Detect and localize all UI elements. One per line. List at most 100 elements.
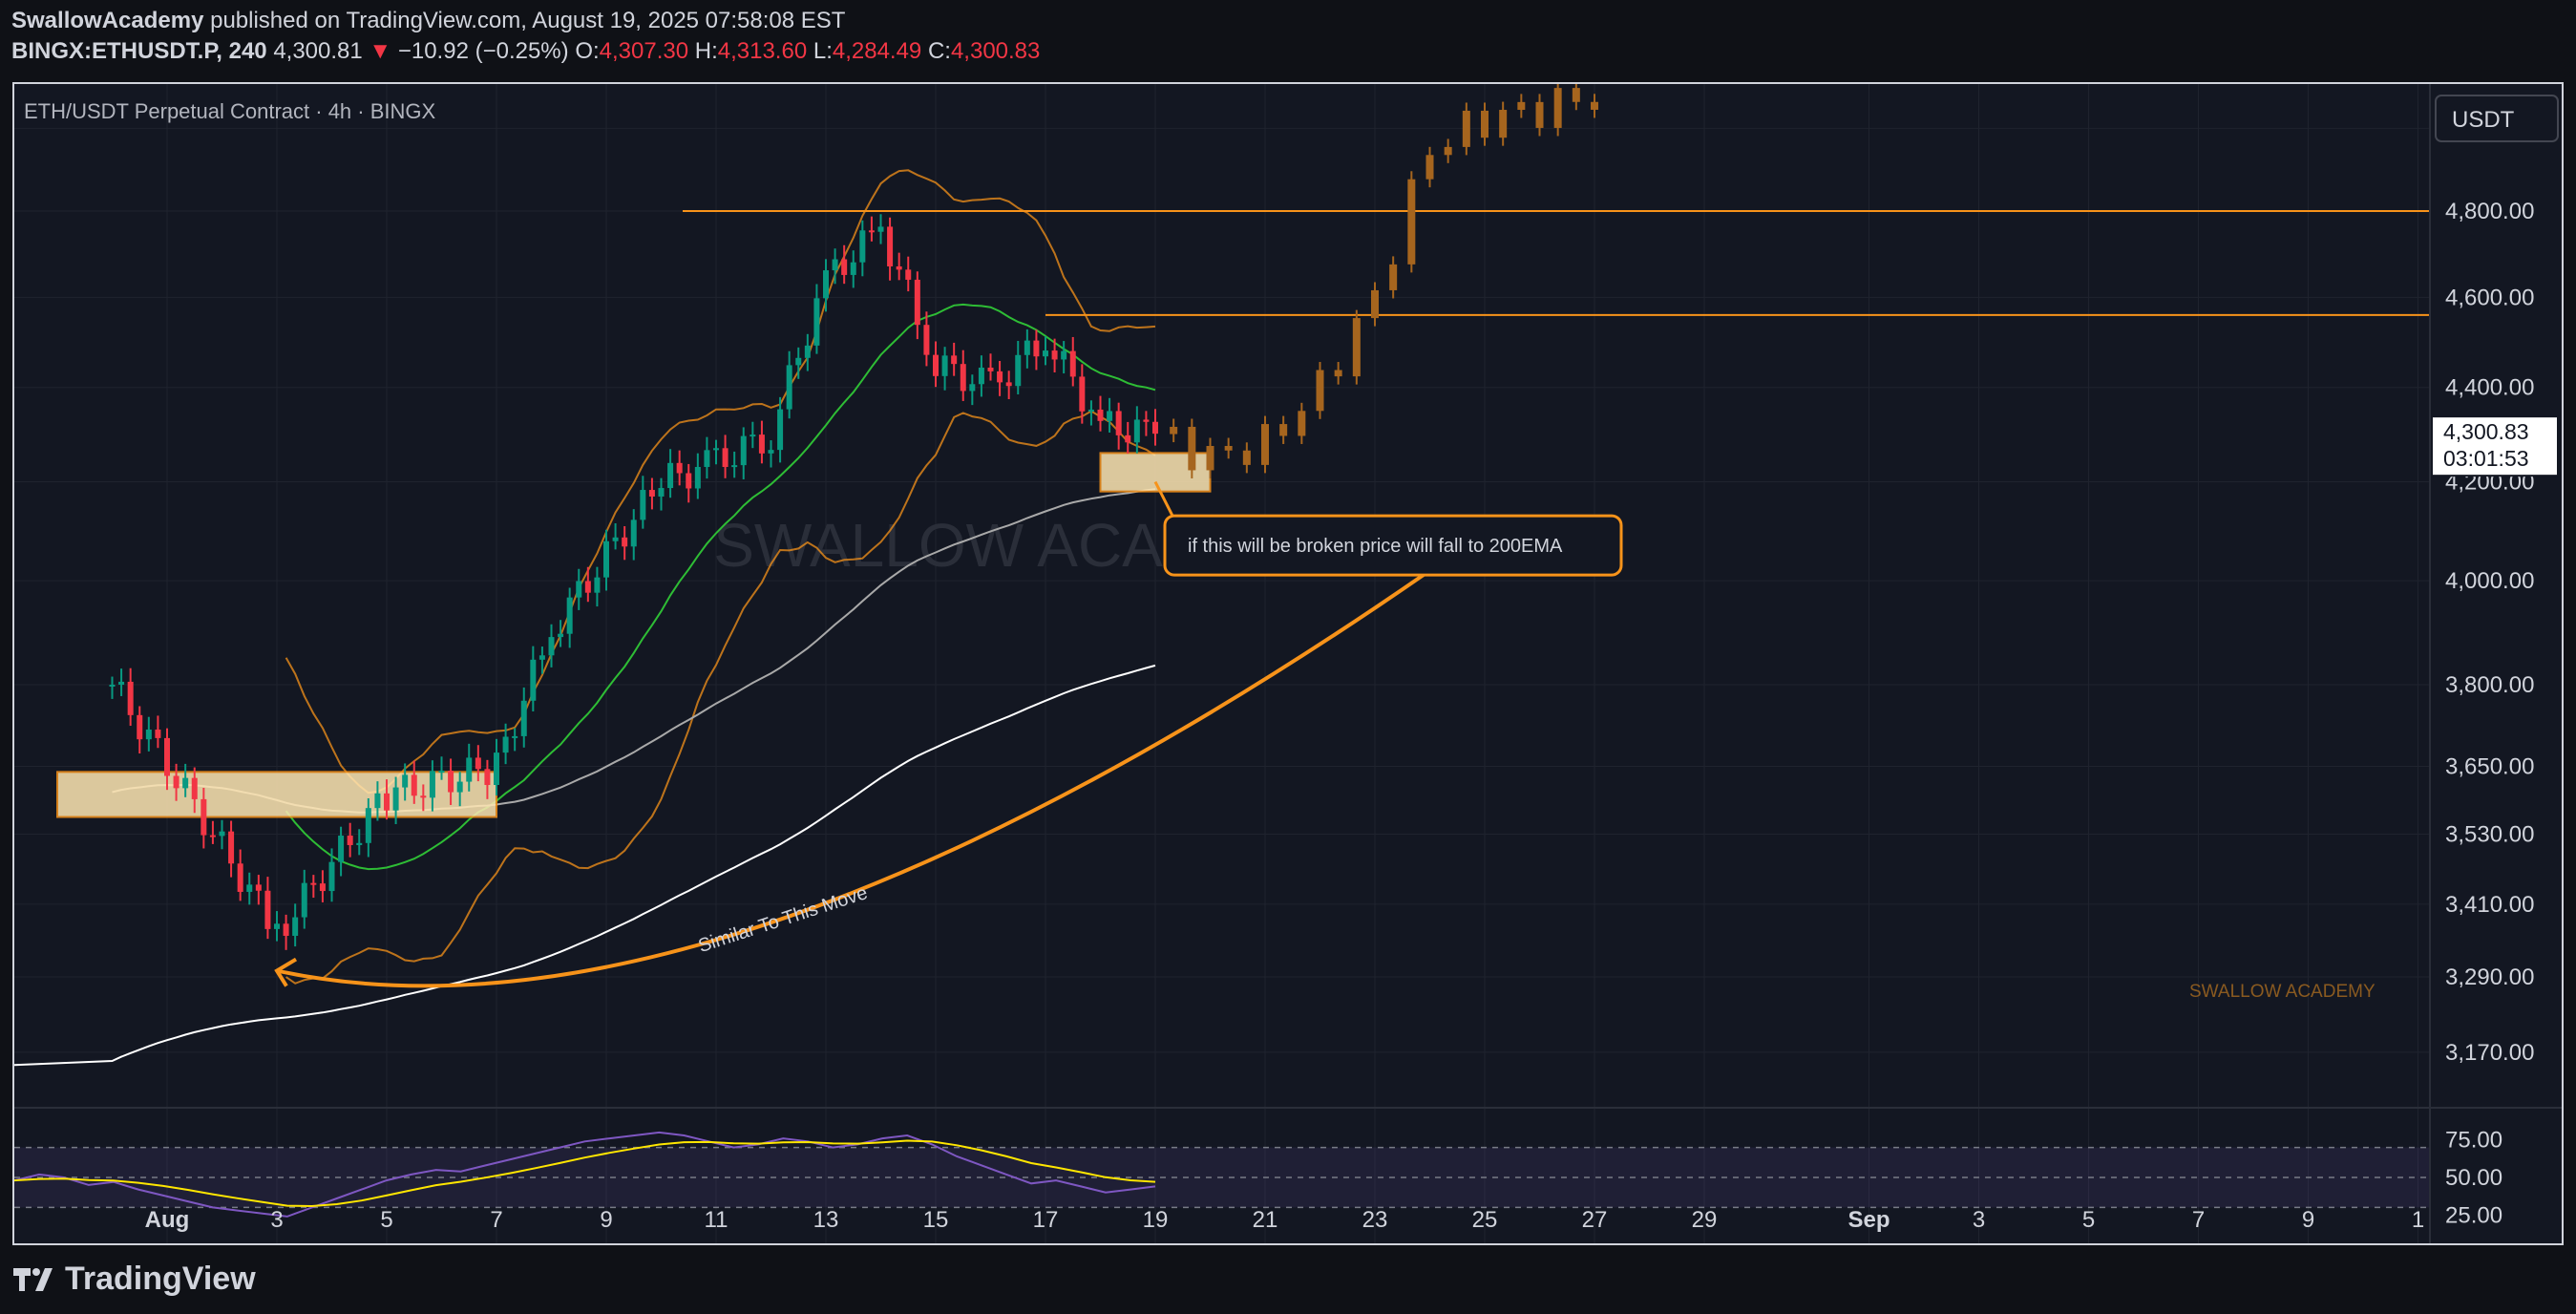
candle [612, 537, 619, 541]
projection-candle [1334, 370, 1342, 377]
candle [127, 681, 134, 715]
candle [137, 714, 143, 740]
candle [1087, 409, 1094, 412]
candle [648, 490, 655, 497]
y-tick-label: 3,800.00 [2445, 672, 2534, 698]
rsi-line [14, 1131, 1156, 1218]
high-value: 4,313.60 [717, 38, 808, 64]
candle [301, 882, 307, 918]
candle [859, 230, 866, 263]
bb-lower [285, 410, 1156, 985]
open-value: 4,307.30 [599, 38, 689, 64]
projection-candle [1481, 110, 1489, 138]
projection-candle [1316, 370, 1324, 412]
candle [392, 787, 399, 811]
axes: 5,000.004,800.004,600.004,400.004,200.00… [14, 84, 2562, 1243]
x-tick-label: 3 [1973, 1207, 1985, 1233]
arrow-head-icon [274, 957, 298, 987]
candle [566, 597, 573, 634]
x-tick-label: 21 [1253, 1207, 1278, 1233]
open-label: O: [575, 38, 600, 64]
candle [155, 729, 161, 738]
chart-pane[interactable]: SWALLOW ACADEMY Similar To This Move if t… [12, 82, 2564, 1245]
rsi-ma-line [14, 1139, 1156, 1208]
change-arrow-icon: ▼ [369, 38, 392, 64]
close-label: C: [927, 38, 951, 64]
projection-candle [1242, 450, 1251, 465]
callout-box [1163, 514, 1623, 577]
candle [997, 371, 1003, 383]
x-tick-label: 9 [2302, 1207, 2314, 1233]
projection-candle [1261, 424, 1269, 465]
projection-candle [1407, 179, 1416, 265]
candle [494, 752, 499, 786]
countdown-label: 03:01:53 [2443, 446, 2529, 471]
y-tick-label: 3,410.00 [2445, 892, 2534, 918]
currency-button[interactable]: USDT [2435, 95, 2559, 142]
projection-candle [1188, 426, 1196, 471]
x-tick-label: Sep [1848, 1207, 1890, 1233]
currency-label: USDT [2452, 107, 2515, 133]
x-tick-label: 15 [923, 1207, 949, 1233]
projection-candle [1224, 445, 1233, 451]
ema-200-line [14, 664, 1156, 1067]
candle [640, 490, 646, 520]
y-tick-label: 4,800.00 [2445, 199, 2534, 224]
projection-candle [1572, 88, 1580, 102]
candle [319, 883, 326, 892]
candle [384, 793, 390, 811]
candle [356, 842, 363, 845]
candle [594, 577, 601, 593]
y-tick-label: 3,650.00 [2445, 754, 2534, 780]
candle [1015, 354, 1022, 387]
x-tick-label: 3 [270, 1207, 283, 1233]
footer-logo[interactable]: TradingView [13, 1261, 256, 1298]
change-value: −10.92 (−0.25%) [397, 38, 569, 64]
candle [548, 637, 555, 656]
projection-candle [1462, 110, 1470, 147]
candle [255, 884, 262, 891]
candle [914, 279, 920, 326]
candle [704, 450, 710, 467]
candle [713, 448, 719, 451]
candle [237, 863, 243, 892]
candle [347, 836, 353, 845]
candle [686, 473, 692, 489]
candle [283, 923, 289, 936]
candle [558, 633, 564, 638]
bollinger-bands [285, 169, 1156, 985]
candle [740, 435, 747, 466]
projection-candles [1170, 84, 1598, 478]
candle [933, 354, 939, 376]
candle [877, 226, 884, 232]
candle [264, 890, 271, 929]
tradingview-logo-icon [13, 1267, 53, 1291]
candle [630, 519, 637, 547]
candle [274, 923, 280, 929]
price-label-box [2431, 415, 2559, 477]
projection-candle [1389, 264, 1398, 290]
candle [978, 367, 984, 385]
x-tick-label: 7 [2192, 1207, 2205, 1233]
candle [722, 448, 728, 467]
watermark-small: SWALLOW ACADEMY [2189, 982, 2375, 1002]
candle [758, 434, 765, 454]
candle [456, 781, 463, 793]
chart-title: ETH/USDT Perpetual Contract · 4h · BINGX [24, 99, 436, 123]
candle [777, 409, 784, 451]
candle [1152, 421, 1158, 434]
candle [448, 771, 454, 793]
x-tick-label: 23 [1362, 1207, 1388, 1233]
publisher-name[interactable]: SwallowAcademy [11, 8, 204, 33]
projection-candle [1425, 155, 1434, 180]
candle [923, 325, 930, 355]
x-tick-label: 9 [600, 1207, 612, 1233]
x-tick-label: 11 [705, 1207, 728, 1233]
candle [676, 462, 683, 474]
candle [228, 831, 235, 864]
candle [960, 364, 966, 392]
x-tick-label: 19 [1143, 1207, 1169, 1233]
close-value: 4,300.83 [950, 38, 1041, 64]
candle [109, 685, 116, 688]
